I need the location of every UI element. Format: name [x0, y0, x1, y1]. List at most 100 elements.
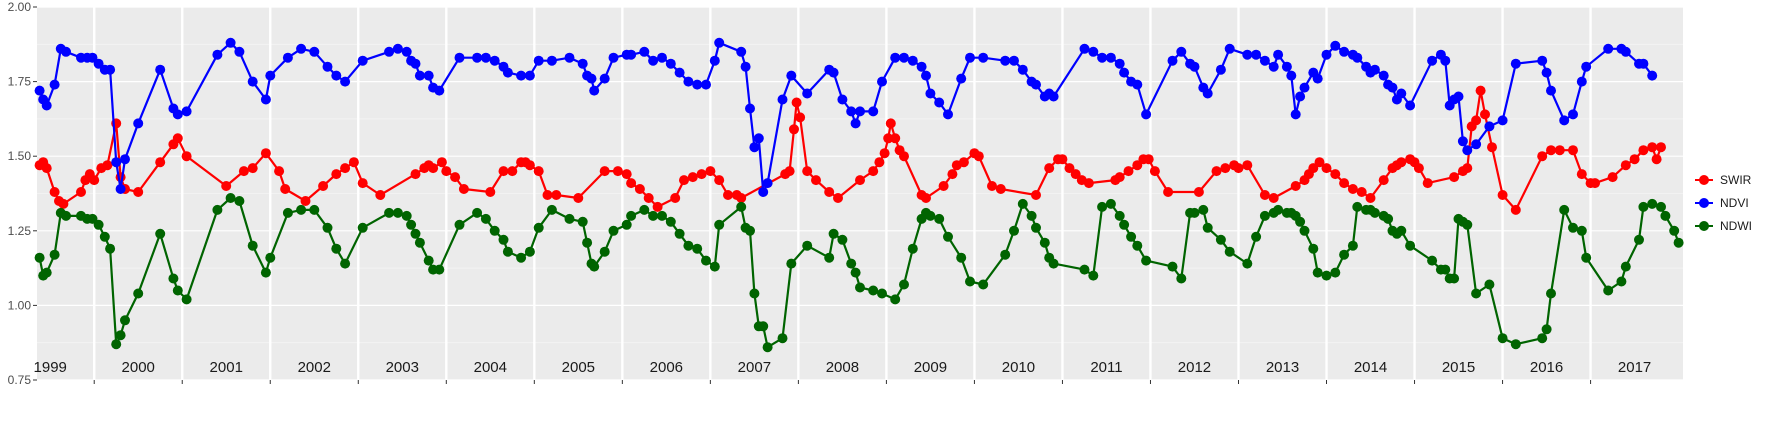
year-label: 2014 [1354, 359, 1387, 376]
data-point [76, 187, 86, 197]
legend-key [1699, 198, 1709, 208]
data-point [1176, 273, 1187, 284]
data-point [507, 166, 518, 177]
data-point [1405, 240, 1416, 251]
data-point [1462, 219, 1473, 230]
data-point [428, 163, 439, 174]
data-point [1141, 109, 1152, 120]
data-point [890, 133, 901, 144]
data-point [701, 255, 711, 266]
y-tick-label: 1.25 [8, 224, 32, 238]
data-point [172, 285, 183, 296]
data-point [1378, 175, 1389, 186]
data-point [58, 198, 69, 209]
data-point [280, 184, 291, 194]
data-point [155, 228, 166, 239]
data-point [1541, 324, 1552, 335]
data-point [777, 333, 788, 344]
data-point [925, 210, 936, 221]
data-point [49, 79, 60, 90]
year-label: 1999 [34, 359, 67, 376]
data-point [348, 157, 359, 168]
legend-item-swir: SWIR [1695, 173, 1752, 187]
data-point [1308, 243, 1319, 254]
data-point [1541, 67, 1552, 78]
data-point [221, 181, 232, 191]
data-point [956, 73, 967, 84]
data-point [423, 70, 434, 81]
data-point [1079, 43, 1090, 54]
year-label: 2012 [1178, 359, 1211, 376]
data-point [758, 187, 769, 197]
data-point [340, 163, 351, 174]
data-point [133, 288, 144, 299]
year-label: 2001 [210, 359, 243, 376]
legend-item-ndvi: NDVI [1695, 196, 1749, 210]
y-tick-label: 2.00 [8, 0, 32, 14]
data-point [260, 148, 271, 159]
data-point [883, 133, 894, 144]
data-point [582, 237, 593, 248]
data-point [1546, 145, 1556, 156]
data-point [824, 252, 835, 263]
data-point [406, 219, 417, 230]
data-point [833, 193, 843, 203]
data-point [340, 76, 351, 87]
data-point [1422, 178, 1433, 189]
data-point [1176, 46, 1187, 57]
legend-label: SWIR [1720, 173, 1752, 187]
data-point [1163, 187, 1174, 197]
data-point [1259, 190, 1270, 200]
data-point [1097, 201, 1108, 212]
data-point [885, 118, 896, 129]
y-tick-label: 0.75 [8, 373, 32, 387]
data-point [736, 201, 747, 212]
data-point [978, 52, 989, 63]
data-point [168, 273, 179, 284]
data-point [414, 237, 425, 248]
data-point [1132, 79, 1143, 90]
data-point [1616, 276, 1627, 287]
data-point [1620, 160, 1631, 171]
data-point [1330, 267, 1341, 278]
year-label: 2016 [1530, 359, 1563, 376]
data-point [868, 166, 879, 177]
data-point [934, 213, 945, 224]
data-point [1629, 154, 1640, 165]
data-point [516, 70, 527, 81]
data-point [472, 52, 483, 63]
data-point [1064, 163, 1075, 174]
data-point [1484, 279, 1495, 290]
data-point [1031, 79, 1041, 90]
data-point [811, 175, 821, 186]
data-point [1057, 154, 1068, 165]
data-point [247, 163, 258, 174]
data-point [414, 70, 425, 81]
data-point [802, 88, 813, 99]
data-point [225, 193, 236, 203]
data-point [943, 231, 953, 242]
data-point [450, 172, 461, 183]
data-point [899, 151, 909, 162]
data-point [683, 240, 694, 251]
data-point [401, 210, 412, 221]
data-point [1471, 139, 1482, 150]
data-point [599, 73, 610, 84]
data-point [1396, 88, 1407, 99]
data-point [987, 181, 997, 191]
data-point [1251, 231, 1262, 242]
data-point [1132, 160, 1143, 171]
data-point [1114, 210, 1125, 221]
data-point [1105, 52, 1116, 63]
data-point [1651, 154, 1662, 165]
legend-key [1699, 221, 1709, 231]
data-point [674, 67, 685, 78]
year-label: 2010 [1002, 359, 1035, 376]
data-point [1048, 91, 1059, 102]
data-point [265, 70, 276, 81]
data-point [357, 55, 368, 66]
data-point [392, 207, 403, 218]
data-point [786, 70, 797, 81]
data-point [652, 201, 663, 212]
